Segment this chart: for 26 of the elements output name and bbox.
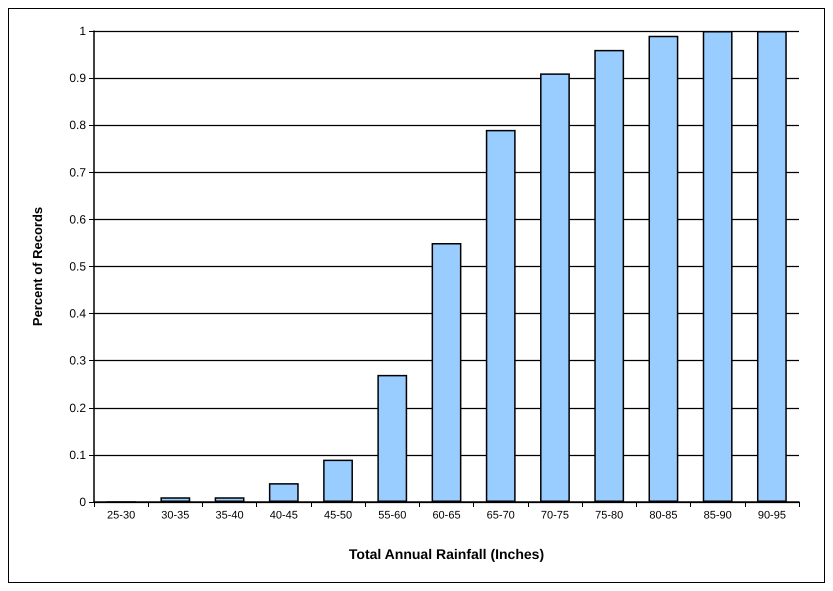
y-tick-label: 0.8: [69, 118, 86, 132]
x-tick-label: 30-35: [161, 510, 190, 522]
x-tick-label: 65-70: [486, 510, 515, 522]
x-tick-label: 90-95: [758, 510, 786, 522]
x-tick-label: 40-45: [270, 510, 298, 522]
x-tick-label: 75-80: [595, 510, 624, 522]
x-tick-label: 25-30: [107, 510, 136, 522]
x-tick-label: 45-50: [324, 510, 352, 522]
y-axis-title: Percent of Records: [30, 206, 45, 326]
x-axis-title: Total Annual Rainfall (Inches): [348, 546, 544, 562]
y-tick-label: 0.7: [69, 165, 86, 180]
x-tick-label: 85-90: [704, 510, 732, 522]
x-tick-label: 60-65: [432, 510, 461, 522]
y-tick-label: 0.2: [69, 400, 86, 415]
y-tick-label: 0.9: [69, 71, 86, 86]
y-tick-label: 0.4: [69, 306, 86, 321]
x-tick-label: 80-85: [649, 510, 678, 522]
x-tick-label: 70-75: [540, 510, 570, 522]
y-tick-label: 0.3: [69, 354, 86, 368]
y-tick-label: 1: [79, 24, 86, 38]
y-tick-label: 0: [79, 495, 86, 509]
x-tick-label: 35-40: [216, 510, 244, 522]
x-tick-label: 55-60: [378, 510, 406, 522]
y-tick-label: 0.5: [69, 260, 86, 274]
y-tick-label: 0.1: [69, 448, 86, 462]
y-tick-label: 0.6: [69, 212, 86, 226]
